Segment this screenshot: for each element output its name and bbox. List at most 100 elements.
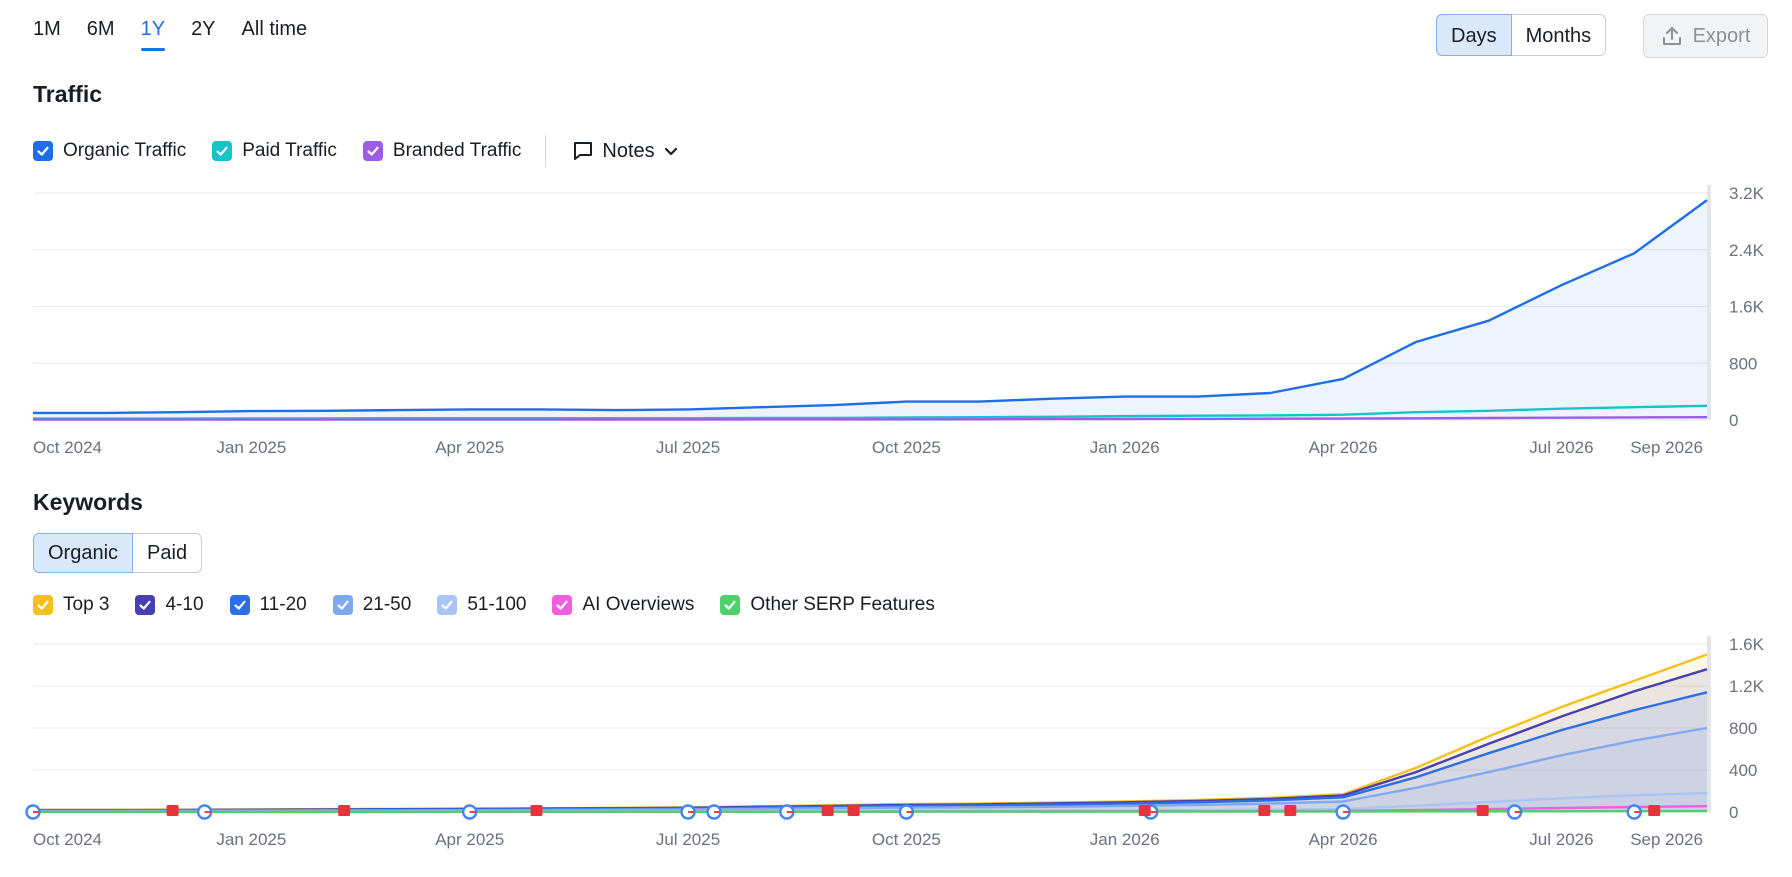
note-flag-icon [166, 805, 179, 816]
traffic-title: Traffic [33, 81, 103, 107]
x-tick-label: Apr 2026 [1309, 438, 1378, 457]
x-tick-label: Jan 2026 [1090, 830, 1160, 849]
legend-paid-traffic[interactable]: Paid Traffic [212, 140, 337, 162]
keywords-chart: 0 400 800 1.2K 1.6K Oct 2024 Jan 2025 Apr 2025 J… [25, 635, 1765, 849]
google-update-icon [1506, 804, 1523, 820]
checkbox-checked-icon[interactable] [33, 595, 53, 615]
x-tick-label: Sep 2026 [1630, 830, 1703, 849]
paid-tab[interactable]: Paid [133, 533, 203, 573]
google-update-icon [1335, 804, 1351, 820]
legend-label: 11-20 [259, 594, 307, 615]
x-tick-label: Jan 2026 [1090, 438, 1160, 457]
series-line-other-serp-features [33, 809, 1708, 813]
upload-icon [1662, 27, 1681, 45]
note-flag-icon [1648, 805, 1661, 816]
legend-top-3[interactable]: Top 3 [33, 594, 109, 616]
y-tick-label: 0 [1729, 411, 1738, 430]
legend-11-20[interactable]: 11-20 [229, 594, 307, 616]
checkbox-checked-icon[interactable] [212, 141, 233, 161]
y-tick-label: 3.2K [1729, 184, 1765, 203]
y-tick-label: 1.6K [1729, 635, 1765, 654]
note-flag-icon [821, 805, 834, 816]
y-tick-label: 800 [1729, 354, 1757, 373]
note-flag-icon [1284, 805, 1297, 816]
note-flag-icon [847, 805, 860, 816]
checkbox-checked-icon[interactable] [229, 595, 250, 615]
x-tick-label: Jan 2025 [216, 438, 286, 457]
x-tick-label: Jul 2026 [1529, 438, 1593, 457]
legend-label: 21-50 [362, 594, 412, 615]
x-tick-label: Apr 2025 [435, 830, 504, 849]
y-tick-label: 400 [1729, 761, 1757, 780]
x-tick-label: Jul 2025 [656, 438, 720, 457]
google-update-icon [680, 804, 696, 820]
export-label: Export [1692, 24, 1751, 47]
legend-4-10[interactable]: 4-10 [135, 594, 204, 616]
google-update-icon [779, 804, 795, 820]
google-update-icon [706, 804, 722, 820]
y-tick-label: 1.6K [1729, 298, 1765, 317]
legend-label: AI Overviews [582, 594, 695, 615]
legend-label: Organic Traffic [63, 140, 187, 161]
x-tick-label: Oct 2024 [33, 830, 102, 849]
organic-tab[interactable]: Organic [33, 533, 134, 573]
checkbox-checked-icon[interactable] [332, 595, 353, 615]
series-area-21-50 [33, 728, 1707, 812]
range-tab-2y[interactable]: 2Y [191, 18, 216, 40]
range-tab-6m[interactable]: 6M [86, 18, 115, 40]
google-update-icon [898, 804, 915, 820]
series-area-51-100 [33, 793, 1707, 812]
keywords-type-toggle: Organic Paid [33, 533, 203, 573]
date-range-tabs: 1M 6M 1Y 2Y All time [33, 18, 333, 51]
legend-branded-traffic[interactable]: Branded Traffic [362, 140, 521, 162]
x-tick-label: Oct 2024 [33, 438, 102, 457]
legend-51-100[interactable]: 51-100 [437, 594, 526, 616]
keywords-legend: Top 3 4-10 11-20 21-50 51-100 AI Overviews Oth… [33, 594, 961, 616]
organic-area [33, 200, 1707, 420]
note-flag-icon [1258, 805, 1271, 816]
y-tick-label: 800 [1729, 719, 1757, 738]
legend-21-50[interactable]: 21-50 [332, 594, 412, 616]
days-button[interactable]: Days [1436, 14, 1512, 56]
legend-other-serp-features[interactable]: Other SERP Features [720, 594, 935, 616]
checkbox-checked-icon[interactable] [552, 595, 573, 615]
range-tab-1y[interactable]: 1Y [140, 18, 166, 51]
checkbox-checked-icon[interactable] [135, 595, 156, 615]
legend-label: Paid Traffic [242, 140, 337, 161]
keywords-title: Keywords [33, 489, 143, 515]
google-update-icon [196, 804, 213, 820]
checkbox-checked-icon[interactable] [720, 595, 741, 615]
google-update-icon [25, 804, 41, 820]
legend-label: Top 3 [63, 594, 110, 615]
legend-label: 51-100 [467, 594, 527, 615]
checkbox-checked-icon[interactable] [362, 141, 383, 161]
chevron-down-icon [664, 147, 677, 156]
x-tick-label: Sep 2026 [1630, 438, 1703, 457]
legend-divider [545, 135, 547, 167]
legend-label: 4-10 [165, 594, 204, 615]
series-area-top-3 [33, 654, 1707, 812]
note-flag-icon [530, 805, 543, 816]
note-flag-icon [1476, 805, 1489, 816]
series-area-4-10 [33, 669, 1707, 812]
range-tab-1m[interactable]: 1M [33, 18, 61, 40]
granularity-toggle: Days Months [1436, 14, 1607, 56]
legend-ai-overviews[interactable]: AI Overviews [552, 594, 694, 616]
range-tab-all-time[interactable]: All time [241, 18, 308, 40]
export-button[interactable]: Export [1643, 14, 1768, 58]
checkbox-checked-icon[interactable] [33, 141, 53, 161]
notes-label: Notes [602, 139, 655, 162]
comment-icon [574, 142, 593, 160]
legend-organic-traffic[interactable]: Organic Traffic [33, 140, 186, 162]
notes-dropdown[interactable]: Notes [572, 140, 678, 163]
months-button[interactable]: Months [1511, 14, 1607, 56]
x-tick-label: Jul 2025 [656, 830, 720, 849]
note-flag-icon [1138, 805, 1151, 816]
google-update-icon [1626, 804, 1642, 820]
x-tick-label: Jan 2025 [216, 830, 286, 849]
x-tick-label: Apr 2025 [435, 438, 504, 457]
legend-label: Other SERP Features [750, 594, 935, 615]
y-tick-label: 0 [1729, 803, 1738, 822]
x-tick-label: Apr 2026 [1309, 830, 1378, 849]
checkbox-checked-icon[interactable] [437, 595, 458, 615]
